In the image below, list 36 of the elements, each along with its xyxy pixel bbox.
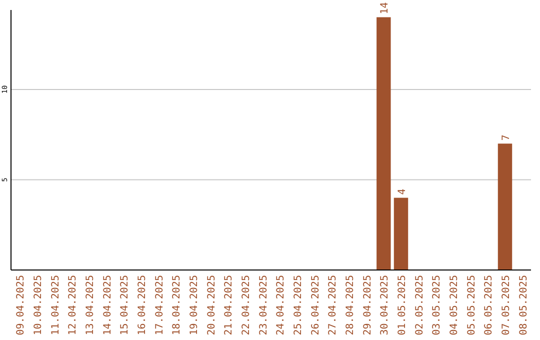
data-label: 4	[397, 188, 408, 195]
x-tick-label: 01.05.2025	[397, 275, 408, 336]
data-label: 7	[501, 134, 512, 141]
x-tick-label: 13.04.2025	[85, 275, 96, 336]
x-tick-label: 27.04.2025	[328, 275, 339, 336]
x-tick-label: 17.04.2025	[154, 275, 166, 336]
x-tick-label: 18.04.2025	[172, 275, 183, 336]
x-tick-label: 29.04.2025	[362, 275, 374, 336]
x-tick-label: 24.04.2025	[276, 275, 287, 336]
x-tick-label: 25.04.2025	[293, 275, 304, 336]
x-tick-label: 22.04.2025	[241, 275, 252, 336]
x-tick-label: 06.05.2025	[484, 275, 495, 336]
x-tick-label: 04.05.2025	[449, 275, 460, 336]
x-tick-label: 11.04.2025	[50, 275, 62, 336]
bar	[394, 198, 408, 270]
x-tick-label: 09.04.2025	[16, 275, 27, 336]
bar	[498, 144, 512, 270]
x-tick-label: 23.04.2025	[258, 275, 270, 336]
x-tick-label: 05.05.2025	[466, 275, 478, 336]
x-tick-label: 14.04.2025	[102, 275, 114, 336]
x-tick-label: 21.04.2025	[224, 275, 235, 336]
x-tick-label: 07.05.2025	[501, 275, 512, 336]
x-tick-label: 02.05.2025	[414, 275, 426, 336]
x-tick-label: 15.04.2025	[120, 275, 131, 336]
bar	[376, 17, 391, 270]
x-tick-label: 26.04.2025	[310, 275, 322, 336]
x-tick-label: 08.05.2025	[518, 275, 530, 336]
x-tick-label: 10.04.2025	[33, 275, 44, 336]
x-tick-label: 28.04.2025	[345, 275, 356, 336]
x-tick-label: 30.04.2025	[380, 275, 391, 336]
x-tick-label: 19.04.2025	[189, 275, 200, 336]
x-tick-label: 12.04.2025	[68, 275, 79, 336]
x-tick-label: 16.04.2025	[137, 275, 148, 336]
data-label: 14	[380, 2, 391, 14]
x-tick-label: 03.05.2025	[432, 275, 443, 336]
x-tick-label: 20.04.2025	[206, 275, 218, 336]
